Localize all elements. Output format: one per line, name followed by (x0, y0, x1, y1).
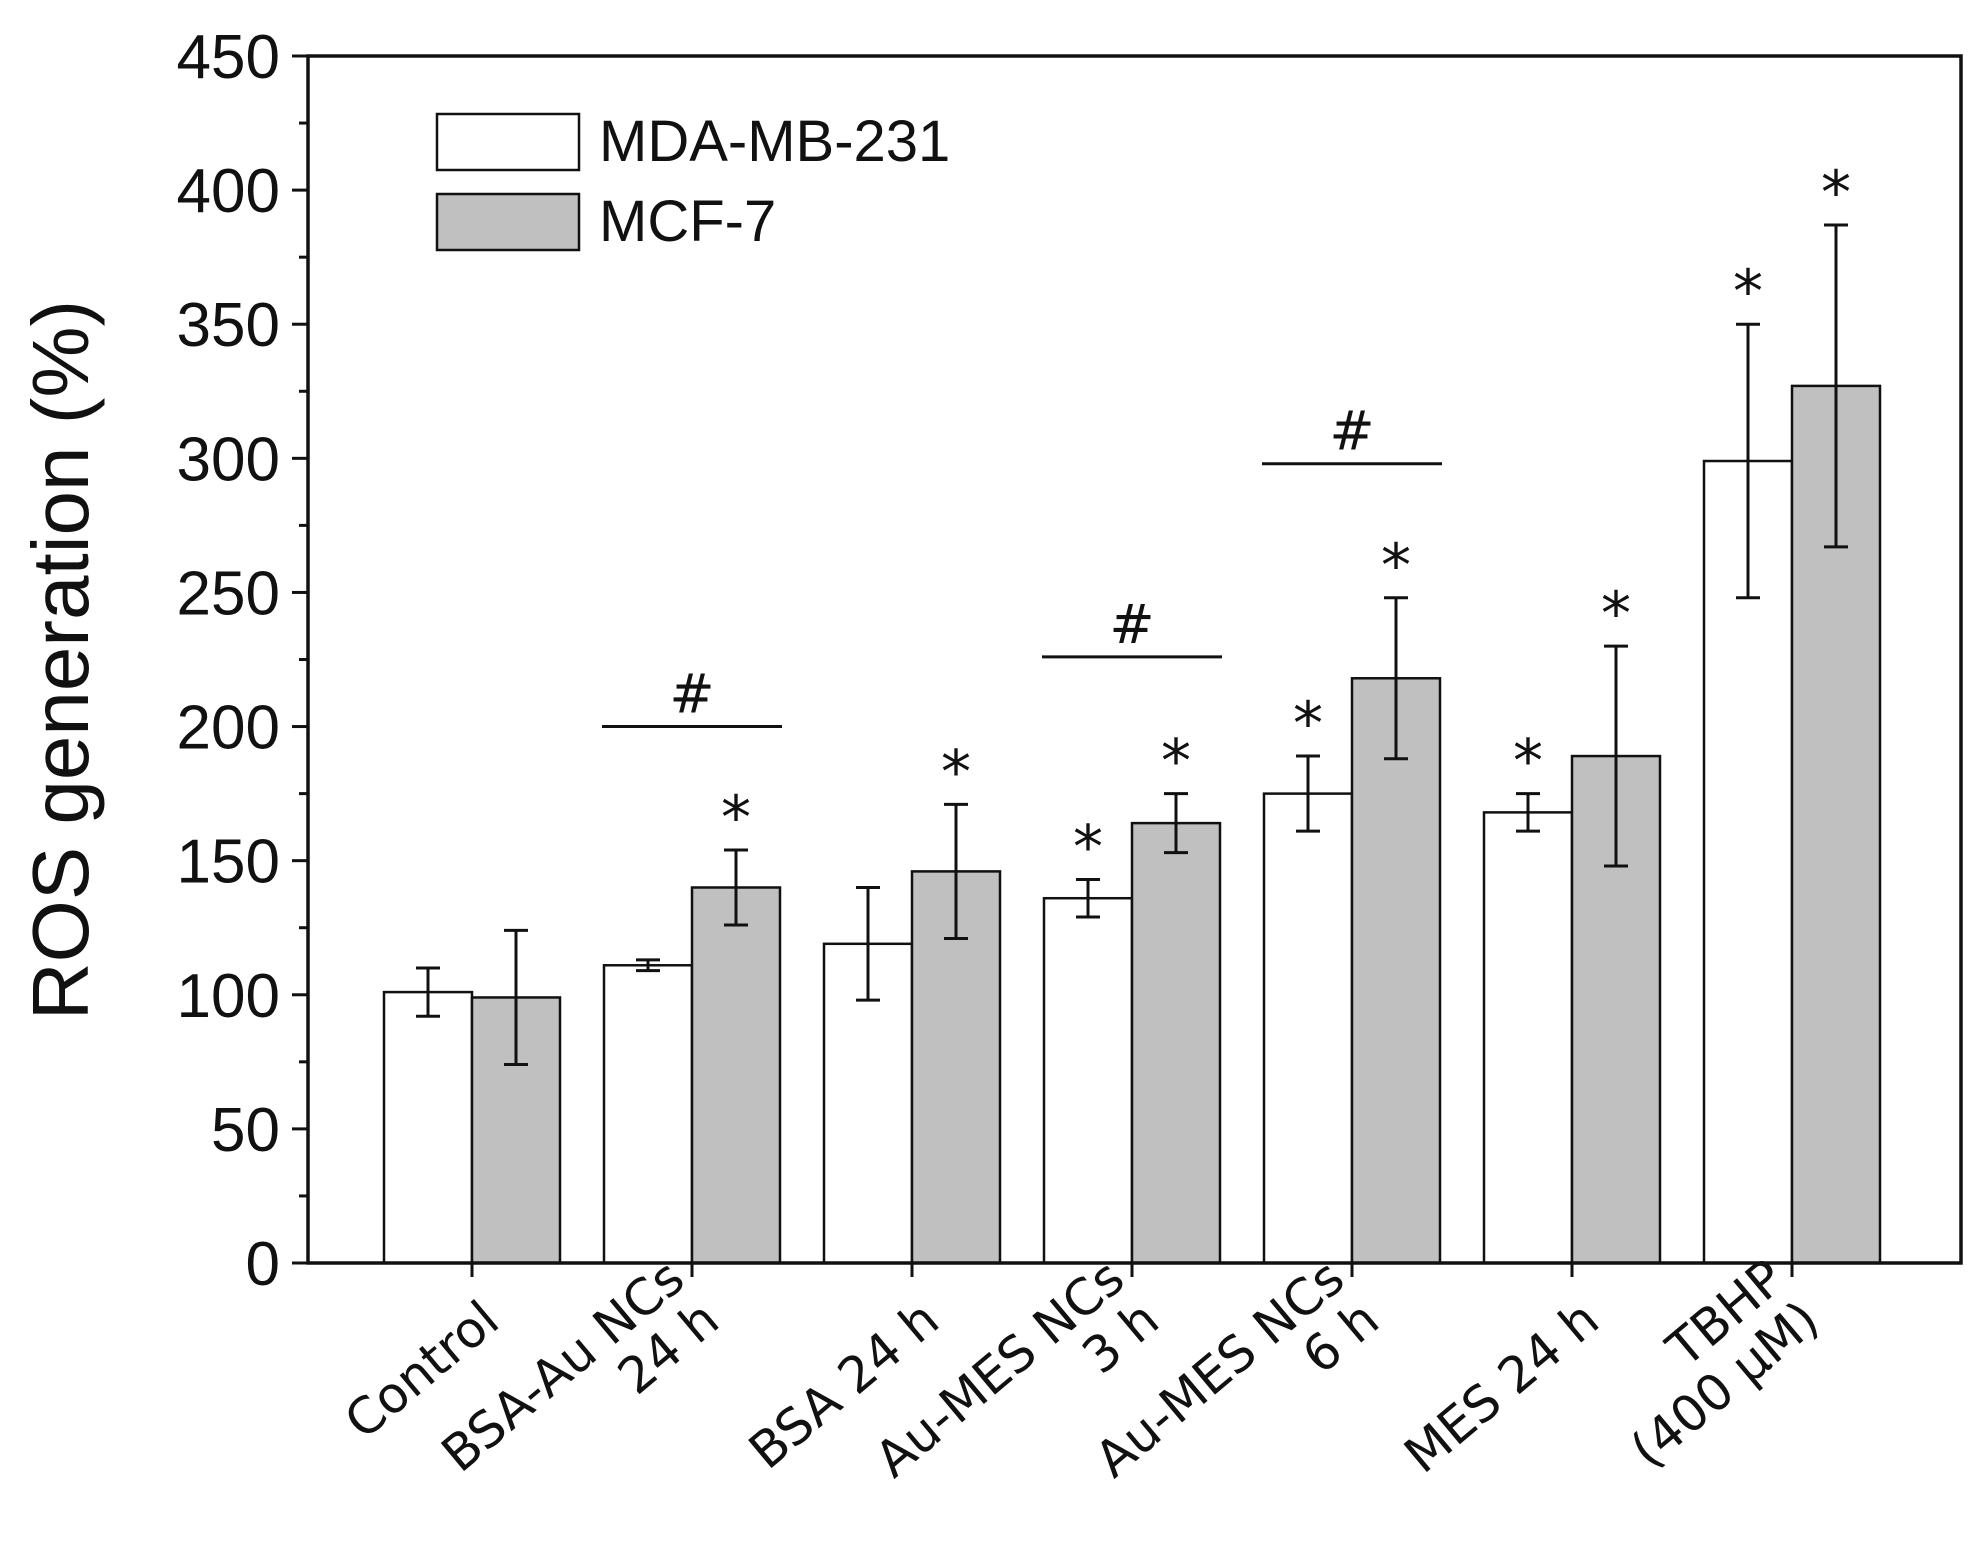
y-tick-label-150: 150 (177, 828, 280, 897)
group-annotation-0: # (669, 663, 714, 726)
significance-star-mda-6: * (1733, 257, 1763, 327)
y-tick-label-450: 450 (177, 23, 280, 92)
legend-label-mcf: MCF-7 (599, 189, 776, 254)
significance-marks-layer: **********### (602, 158, 1851, 882)
y-tick-label-250: 250 (177, 559, 280, 628)
significance-star-mda-5: * (1513, 727, 1543, 797)
group-annotation-2: # (1329, 400, 1374, 463)
significance-star-mcf-3: * (1161, 727, 1191, 797)
x-tick-label-6: TBHP(400 μM) (1585, 1248, 1830, 1479)
y-tick-label-200: 200 (177, 694, 280, 763)
legend-swatch-mcf (435, 192, 581, 252)
significance-star-mda-4: * (1293, 689, 1323, 759)
group-annotation-1: # (1109, 593, 1154, 656)
legend-swatch-mda (435, 112, 581, 172)
y-axis-title: ROS generation (%) (16, 300, 105, 1020)
bar-mcf-3 (1130, 821, 1222, 1265)
bar-mcf-5 (1570, 754, 1662, 1265)
y-tick-label-50: 50 (211, 1096, 280, 1165)
bar-mcf-4 (1350, 677, 1442, 1265)
x-tick-label-5: MES 24 h (1394, 1290, 1610, 1485)
bar-mda-1 (602, 964, 694, 1265)
error-bars-layer (416, 223, 1848, 1067)
y-tick-label-300: 300 (177, 425, 280, 494)
y-tick-label-100: 100 (177, 962, 280, 1031)
bar-mda-3 (1042, 896, 1134, 1265)
bar-mcf-1 (690, 886, 782, 1265)
bar-mda-4 (1262, 792, 1354, 1265)
bar-mda-5 (1482, 811, 1574, 1265)
significance-star-mda-3: * (1073, 812, 1103, 882)
bar-mda-0 (382, 990, 474, 1265)
bars-layer (382, 384, 1882, 1265)
significance-star-mcf-1: * (721, 783, 751, 853)
y-tick-label-400: 400 (177, 157, 280, 226)
x-tick-label-5-line-0: MES 24 h (1394, 1290, 1610, 1485)
y-tick-label-0: 0 (246, 1230, 280, 1299)
significance-star-mcf-2: * (941, 737, 971, 807)
significance-star-mcf-6: * (1821, 158, 1851, 228)
legend-label-mda: MDA-MB-231 (599, 109, 950, 174)
significance-star-mcf-5: * (1601, 579, 1631, 649)
legend: MDA-MB-231 MCF-7 (435, 109, 950, 254)
x-tick-label-1: BSA-Au NCs24 h (431, 1248, 730, 1524)
y-tick-label-350: 350 (177, 291, 280, 360)
significance-star-mcf-4: * (1381, 531, 1411, 601)
